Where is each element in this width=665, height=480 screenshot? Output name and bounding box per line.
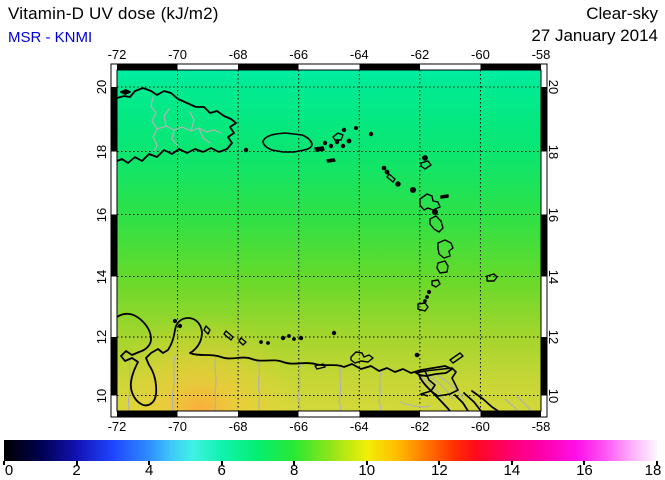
uv-field — [117, 70, 541, 411]
coastline-puerto-rico — [262, 132, 313, 153]
condition-label: Clear-sky — [586, 4, 658, 23]
coastline-trinidad — [415, 367, 459, 397]
islands-venezuela — [172, 318, 374, 370]
grid-lines — [117, 70, 541, 411]
borders-rivers — [127, 96, 533, 411]
coastline-south-america — [117, 312, 499, 411]
colorbar — [4, 440, 657, 461]
plot-subtitle: MSR - KNMI — [8, 29, 93, 46]
islands-lesser-antilles — [243, 125, 498, 364]
map-frame — [110, 63, 548, 418]
plot-title: Vitamin-D UV dose (kJ/m2) — [8, 4, 219, 23]
coastline-hispaniola — [117, 87, 237, 164]
date-label: 27 January 2014 — [531, 26, 658, 45]
